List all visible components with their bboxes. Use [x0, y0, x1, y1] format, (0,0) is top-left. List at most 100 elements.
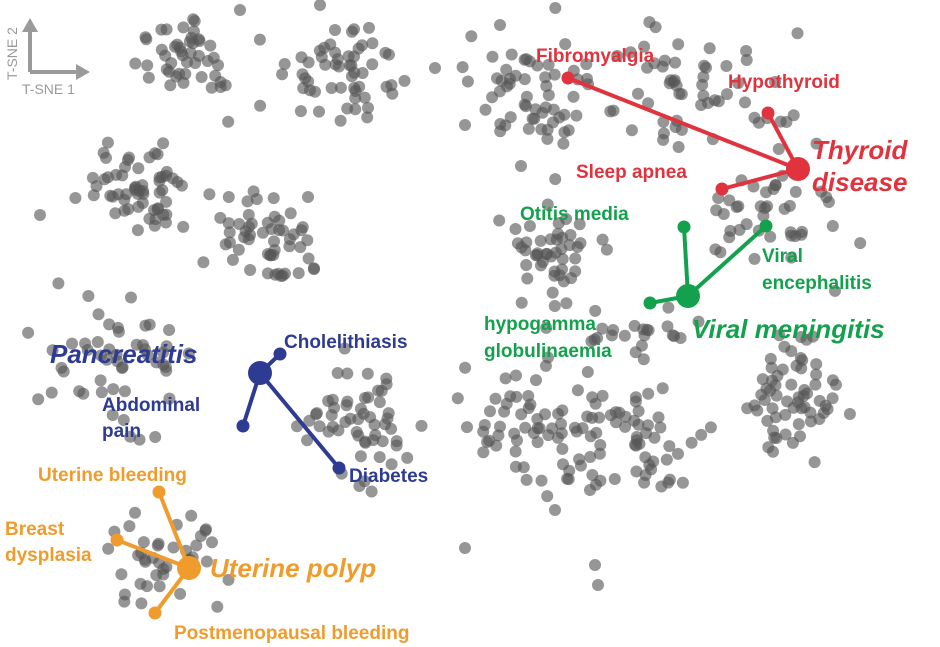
data-point — [518, 73, 531, 86]
data-point — [798, 384, 811, 396]
data-point — [195, 71, 208, 83]
data-point — [641, 61, 654, 74]
data-point — [768, 431, 781, 444]
data-point — [549, 173, 562, 186]
data-point — [341, 367, 354, 380]
associated-condition-label-line: Viral — [762, 246, 803, 267]
data-point — [112, 321, 124, 334]
data-point — [244, 264, 257, 276]
data-point — [740, 218, 753, 231]
data-point — [556, 442, 569, 455]
data-point — [570, 109, 583, 122]
primary-condition-label-line: disease — [812, 167, 907, 197]
data-point — [740, 54, 753, 66]
data-point — [194, 530, 207, 542]
data-point — [479, 103, 492, 116]
data-point — [140, 33, 153, 46]
data-point — [223, 226, 236, 239]
data-point — [534, 234, 547, 247]
data-point — [779, 428, 792, 441]
data-point — [111, 355, 124, 368]
data-point — [637, 353, 650, 366]
data-point — [779, 408, 792, 421]
data-point — [429, 62, 441, 74]
data-point — [157, 137, 170, 150]
data-point — [109, 207, 122, 220]
associated-condition-point — [759, 219, 773, 233]
data-point — [632, 87, 644, 100]
cluster-uterine-polyp: Uterine polyp Uterine bleeding Breast dyspl… — [5, 465, 409, 644]
data-point — [241, 195, 254, 208]
data-point — [541, 198, 554, 211]
data-point — [510, 369, 522, 382]
data-point — [530, 374, 542, 387]
connector-line — [686, 224, 768, 298]
data-point — [675, 123, 688, 136]
data-point — [243, 220, 255, 233]
data-point — [398, 74, 411, 87]
data-point — [348, 23, 360, 36]
data-point — [322, 395, 335, 407]
data-point — [142, 349, 154, 362]
data-point — [115, 568, 128, 581]
axis-indicator: T-SNE 1 T-SNE 2 — [4, 18, 90, 97]
data-point — [511, 434, 523, 447]
data-point — [596, 322, 609, 335]
data-point — [657, 133, 670, 146]
data-point — [822, 196, 835, 208]
data-point — [494, 125, 507, 138]
data-point — [101, 136, 114, 149]
primary-condition-label: Thyroid disease — [812, 135, 908, 197]
associated-condition-label-line: hypogamma — [484, 314, 596, 335]
data-point — [46, 344, 59, 357]
data-point — [531, 422, 544, 435]
data-point — [521, 272, 534, 285]
associated-condition-point — [561, 71, 575, 85]
associated-condition-point — [643, 296, 657, 310]
data-point — [668, 330, 681, 343]
data-point — [808, 456, 821, 469]
data-point — [159, 216, 172, 229]
data-point — [787, 109, 800, 122]
data-point — [642, 324, 655, 337]
data-point — [118, 193, 131, 206]
data-point — [638, 40, 651, 53]
data-point — [542, 89, 555, 102]
data-point — [754, 200, 767, 213]
data-point — [562, 473, 575, 486]
data-point — [204, 39, 217, 52]
associated-condition-label: Abdominal pain — [102, 395, 200, 442]
data-point — [778, 340, 791, 353]
data-point — [548, 68, 561, 81]
data-point — [769, 179, 782, 192]
cluster-viral-meningitis: Viral meningitis Otitis media Viral encepha… — [484, 204, 885, 362]
data-point — [509, 223, 522, 235]
data-point — [581, 410, 594, 423]
data-point — [86, 171, 99, 184]
primary-condition-point — [248, 361, 272, 385]
data-point — [692, 315, 705, 328]
data-point — [654, 421, 667, 434]
data-point — [505, 48, 518, 61]
data-point — [87, 189, 100, 202]
data-point — [367, 434, 380, 447]
data-point — [703, 42, 716, 55]
primary-condition-point — [676, 284, 700, 308]
data-point — [535, 474, 548, 487]
data-point — [854, 237, 867, 250]
data-point — [254, 99, 267, 112]
data-point — [361, 367, 374, 380]
data-point — [542, 351, 554, 364]
data-point — [569, 252, 582, 265]
data-point — [349, 85, 362, 97]
data-point — [520, 259, 533, 271]
data-point — [190, 539, 203, 552]
data-point — [510, 390, 523, 403]
data-point — [153, 556, 166, 569]
data-point — [772, 143, 785, 155]
data-point — [589, 559, 601, 571]
associated-condition-point — [148, 606, 162, 620]
data-point — [517, 461, 530, 474]
data-point — [137, 536, 150, 549]
